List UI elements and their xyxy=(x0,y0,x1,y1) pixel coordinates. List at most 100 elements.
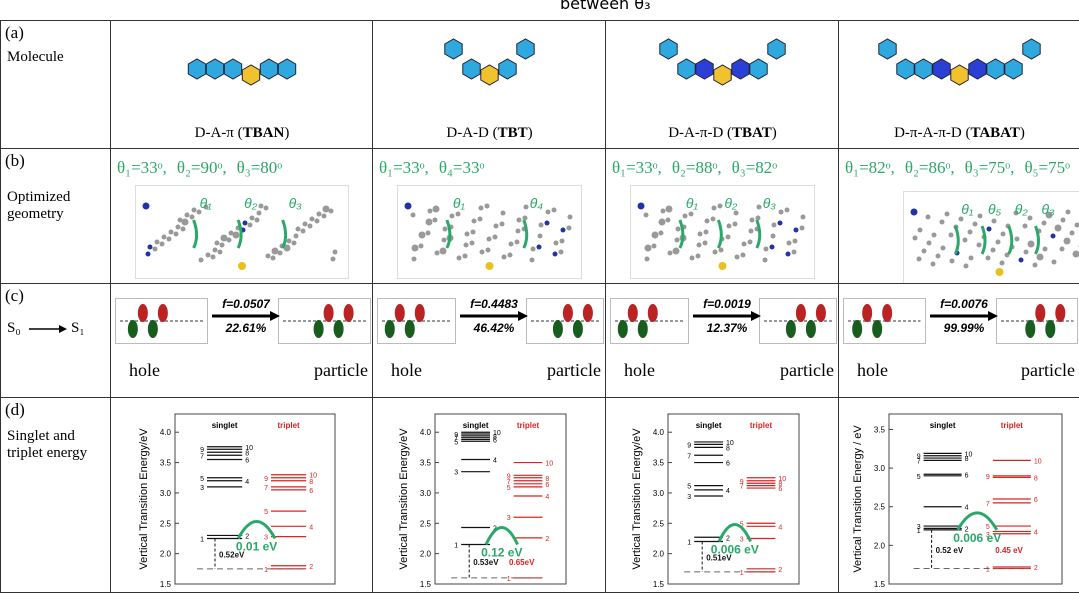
atom xyxy=(727,224,732,229)
atom xyxy=(233,232,240,239)
y-tick-label: 2.0 xyxy=(874,541,886,550)
ring xyxy=(987,59,1004,79)
atom xyxy=(433,218,438,223)
atom xyxy=(411,213,416,218)
atom xyxy=(160,242,165,247)
energy-diagram: Vertical Transition Energy/eV1.52.02.53.… xyxy=(626,402,809,592)
atom xyxy=(433,206,440,213)
transition-percent: 12.37% xyxy=(706,321,747,335)
y-tick-label: 2.5 xyxy=(420,519,432,528)
atom xyxy=(977,243,982,248)
level-number: 2 xyxy=(1034,565,1038,572)
atom xyxy=(668,251,673,256)
atom xyxy=(697,243,702,248)
atom xyxy=(786,252,791,257)
row-label-cell: (d)Singlet and triplet energy xyxy=(0,397,111,593)
atom xyxy=(986,256,991,261)
lobe xyxy=(552,320,562,338)
atom xyxy=(1066,210,1071,215)
transition-percent: 46.42% xyxy=(472,321,514,335)
gap-label: 0.006 eV xyxy=(953,531,1001,545)
atom xyxy=(553,252,558,257)
atom xyxy=(1023,224,1028,229)
atom xyxy=(323,206,330,213)
atom xyxy=(652,244,657,249)
row-label-cell: (a)Molecule xyxy=(0,20,111,149)
atom xyxy=(294,234,299,239)
atom xyxy=(199,258,204,263)
molecule-drawing xyxy=(606,29,839,119)
atom xyxy=(146,252,151,257)
hole-label: hole xyxy=(857,360,888,381)
atom xyxy=(991,248,996,253)
atom xyxy=(435,251,440,256)
angle: θ₃=75ᵒ, xyxy=(965,158,1015,177)
level-number: 1 xyxy=(507,576,511,583)
energy-note: 0.52eV xyxy=(219,551,245,560)
orbital-image xyxy=(843,298,926,344)
orbital-image xyxy=(115,298,208,344)
atom xyxy=(412,257,417,262)
atom xyxy=(704,230,709,235)
angle-arc xyxy=(524,220,527,248)
atom xyxy=(690,256,695,261)
name-bold: TBT xyxy=(498,125,528,141)
atom xyxy=(419,232,426,239)
angle: θ₂=90ᵒ, xyxy=(177,158,227,177)
atom xyxy=(143,203,150,210)
y-tick-label: 4.0 xyxy=(160,428,172,437)
level-number: 1 xyxy=(454,543,458,550)
ring xyxy=(1023,39,1040,59)
level-number: 3 xyxy=(917,524,921,531)
atom xyxy=(169,230,174,235)
atom xyxy=(255,218,260,223)
level-number: 6 xyxy=(965,472,969,479)
arrow-head xyxy=(59,325,67,333)
atom xyxy=(718,204,723,209)
atom xyxy=(554,241,559,246)
atom xyxy=(516,229,521,234)
angle: θ₁=33ᵒ, xyxy=(612,158,662,177)
molecule-cell: D-A-π (TBAN) xyxy=(110,20,373,149)
y-tick-label: 2.0 xyxy=(653,550,665,559)
ring xyxy=(897,59,914,79)
atom xyxy=(772,223,777,228)
level-number: 6 xyxy=(545,482,549,489)
atom xyxy=(185,213,190,218)
atom xyxy=(1070,231,1075,236)
y-tick-label: 1.5 xyxy=(160,580,172,589)
atom xyxy=(419,244,424,249)
atom xyxy=(317,212,322,217)
atom xyxy=(748,240,753,245)
atom xyxy=(940,220,945,225)
atom xyxy=(741,253,746,258)
atom xyxy=(1024,250,1029,255)
atom xyxy=(742,242,747,247)
orbital-image xyxy=(526,298,605,344)
atom xyxy=(561,228,566,233)
energy-diagram: Vertical Transition Energy / eV1.52.02.5… xyxy=(847,402,1072,592)
energy-note: 0.51eV xyxy=(706,554,732,563)
atom xyxy=(645,245,652,252)
level-number: 4 xyxy=(493,458,497,465)
molecule-name: D-A-π (TBAN) xyxy=(111,125,373,142)
molecule-drawing xyxy=(839,29,1079,119)
ring xyxy=(517,39,534,59)
molecule-cell: D-π-A-π-D (TABAT) xyxy=(838,20,1079,149)
geometry-label: θ₁ xyxy=(961,201,974,217)
atom xyxy=(457,256,462,261)
atom xyxy=(963,238,968,243)
atom xyxy=(764,247,769,252)
atom xyxy=(192,208,197,213)
ring xyxy=(499,59,516,79)
atom xyxy=(932,233,937,238)
level-number: 7 xyxy=(264,485,268,492)
level-number: 5 xyxy=(200,476,204,483)
y-tick-label: 3.5 xyxy=(420,459,432,468)
atom xyxy=(763,258,768,263)
ring xyxy=(463,59,480,79)
orbital-image xyxy=(759,298,838,344)
